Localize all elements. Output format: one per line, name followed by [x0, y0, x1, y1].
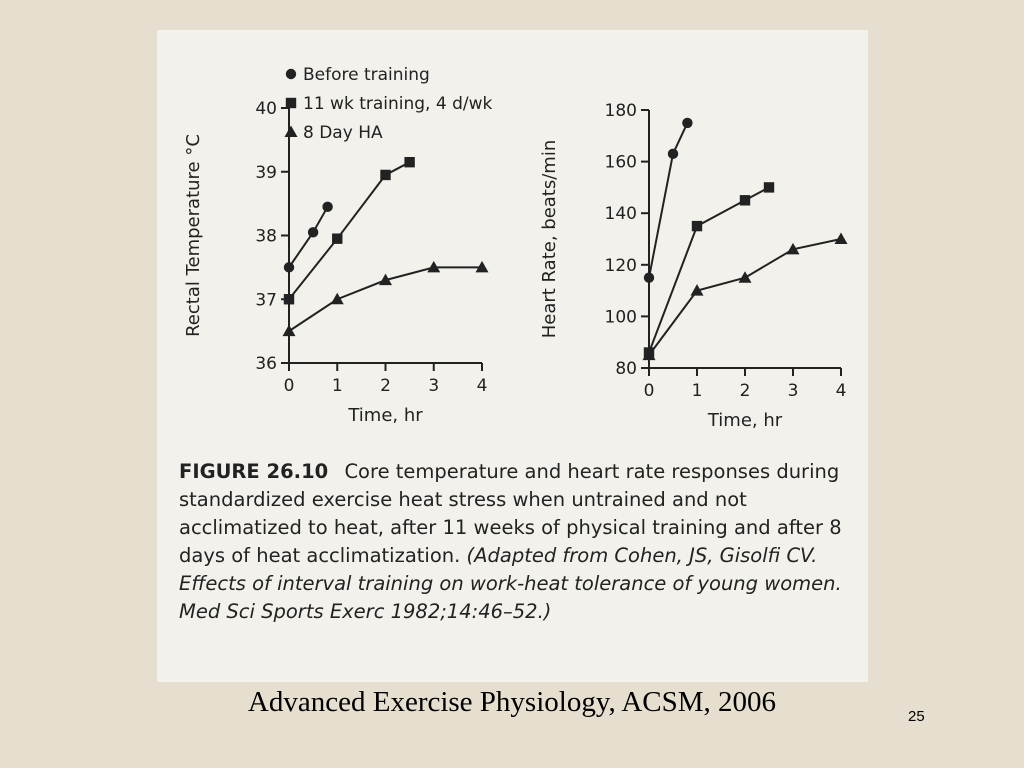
- temp-data-point-square: [404, 156, 415, 168]
- temp-y-tick-label: 39: [255, 163, 277, 183]
- temp-y-tick-label: 38: [255, 227, 277, 247]
- temp-data-point-triangle: [330, 292, 344, 305]
- hr-x-tick-label: 0: [644, 381, 655, 401]
- temp-series-line-square: [288, 161, 411, 300]
- hr-x-tick-label: 2: [740, 381, 751, 401]
- hr-y-axis-title: Heart Rate, beats/min: [539, 140, 560, 339]
- hr-series-line-circle: [648, 122, 689, 278]
- hr-data-point-circle: [643, 272, 655, 283]
- temp-y-tick-label: 40: [255, 99, 277, 119]
- temp-data-point-circle: [283, 262, 295, 273]
- hr-y-tick-label: 100: [605, 307, 637, 327]
- temp-data-point-square: [380, 169, 391, 181]
- hr-data-point-circle: [682, 117, 693, 129]
- heart-rate-chart: 80 100 120 140 160 180 0 1 2 3 4 Time, hr Heart Rate…: [539, 101, 848, 431]
- temp-data-point-circle: [322, 201, 333, 213]
- hr-data-point-triangle: [690, 284, 704, 296]
- hr-data-point-triangle: [786, 242, 800, 255]
- figure-number: FIGURE 26.10: [179, 460, 329, 483]
- hr-data-point-square: [691, 220, 703, 232]
- temp-y-tick-label: 37: [255, 290, 277, 310]
- legend-marker-circle: [285, 68, 297, 80]
- temp-data-point-square: [283, 294, 295, 305]
- legend-label: Before training: [303, 65, 430, 85]
- legend-label: 11 wk training, 4 d/wk: [303, 94, 492, 114]
- hr-y-tick-label: 120: [605, 256, 637, 276]
- hr-data-point-square: [739, 195, 751, 206]
- hr-x-tick-label: 1: [692, 381, 703, 401]
- hr-x-tick-label: 4: [836, 381, 847, 401]
- temp-data-point-square: [332, 233, 343, 244]
- figure-caption: FIGURE 26.10 Core temperature and heart …: [179, 458, 849, 626]
- legend-marker-triangle: [284, 125, 298, 137]
- hr-x-tick-label: 3: [788, 381, 799, 401]
- temp-data-point-triangle: [475, 260, 489, 273]
- hr-x-axis-title: Time, hr: [707, 410, 783, 431]
- figure-scan: Before training 11 wk training, 4 d/wk 8 D…: [157, 30, 868, 682]
- hr-y-tick-label: 160: [605, 153, 637, 173]
- hr-series-line-triangle: [648, 238, 842, 356]
- legend: Before training 11 wk training, 4 d/wk 8 D…: [284, 65, 492, 143]
- rectal-temperature-chart: 36 37 38 39 40 0 1 2 3 4 Time, hr Rectal Temperatur…: [183, 99, 489, 426]
- hr-data-point-circle: [667, 148, 679, 160]
- temp-data-point-triangle: [282, 324, 296, 337]
- legend-label: 8 Day HA: [303, 123, 383, 143]
- hr-data-point-triangle: [642, 348, 656, 361]
- temp-data-point-triangle: [427, 260, 441, 273]
- figure-charts: Before training 11 wk training, 4 d/wk 8 D…: [183, 65, 848, 431]
- caption-text: Core temperature and heart rate response…: [179, 460, 842, 567]
- hr-y-tick-label: 140: [605, 204, 637, 224]
- temp-x-axis-title: Time, hr: [347, 405, 423, 426]
- hr-y-tick-label: 180: [605, 101, 637, 121]
- caption-citation: (Adapted from Cohen, JS, Gisolfi CV. Eff…: [179, 544, 842, 623]
- hr-data-point-square: [763, 182, 775, 193]
- hr-y-tick-label: 80: [615, 359, 637, 379]
- temp-data-point-circle: [307, 227, 319, 238]
- slide-number: 25: [908, 708, 925, 725]
- temp-x-tick-label: 3: [428, 376, 439, 396]
- temp-x-tick-label: 1: [332, 376, 343, 396]
- temp-data-point-triangle: [379, 273, 392, 286]
- temp-y-axis-title: Rectal Temperature °C: [183, 134, 204, 337]
- temp-y-tick-label: 36: [255, 354, 277, 374]
- hr-series-line-square: [648, 186, 770, 353]
- hr-data-point-triangle: [834, 232, 848, 244]
- source-line: Advanced Exercise Physiology, ACSM, 2006: [247, 686, 777, 718]
- hr-data-point-triangle: [738, 271, 752, 283]
- temp-x-tick-label: 2: [380, 376, 391, 396]
- temp-x-tick-label: 4: [477, 376, 488, 396]
- legend-marker-square: [285, 97, 297, 109]
- temp-x-tick-label: 0: [284, 376, 295, 396]
